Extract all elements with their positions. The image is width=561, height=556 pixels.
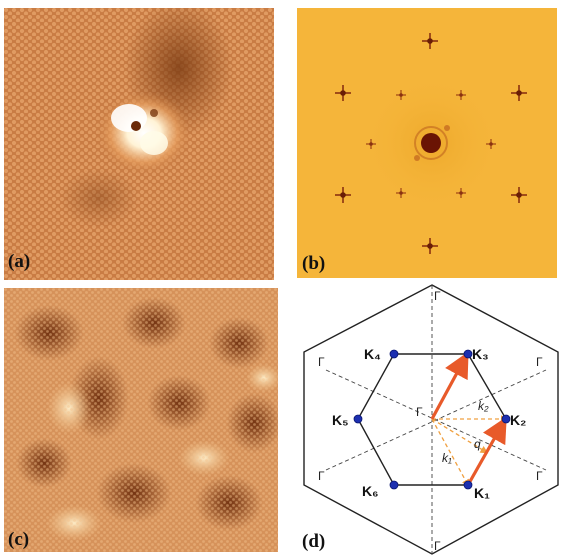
arrow-gamma-k3	[430, 351, 469, 420]
panel-b-label: (b)	[302, 253, 326, 274]
panel-d-label: (d)	[302, 531, 326, 552]
label-gamma-upper-right: Γ	[536, 355, 543, 369]
panel-c-stm-topograph	[4, 288, 278, 552]
panel-b-fourier-transform	[297, 8, 557, 278]
dashed-vectors	[431, 415, 509, 488]
label-k2: k₂	[478, 399, 489, 413]
panel-b-image	[297, 8, 557, 278]
label-gamma-bottom: Γ	[434, 539, 441, 553]
label-K1: K₁	[474, 485, 490, 501]
label-K2: K₂	[510, 412, 526, 428]
label-gamma-lower-left: Γ	[318, 469, 325, 483]
corner-dots	[353, 349, 511, 490]
arrow-k1-k2	[466, 416, 507, 486]
panel-c-label: (c)	[8, 529, 30, 550]
label-gamma-lower-right: Γ	[536, 469, 543, 483]
label-q: q	[474, 437, 481, 451]
panel-a-label: (a)	[8, 251, 31, 272]
label-K3: K₃	[472, 346, 489, 362]
label-gamma-center: Γ	[416, 405, 423, 419]
panel-a-image	[4, 8, 274, 280]
label-K6: K₆	[362, 483, 378, 499]
panel-d-brillouin-zone-diagram: K₄ K₃ K₂ K₁ K₆ K₅ Γ Γ Γ Γ Γ Γ Γ k₂ q k₁	[296, 280, 561, 556]
label-k1: k₁	[442, 451, 452, 465]
label-gamma-top: Γ	[434, 289, 441, 303]
label-gamma-upper-left: Γ	[318, 355, 325, 369]
panel-d-diagram: K₄ K₃ K₂ K₁ K₆ K₅ Γ Γ Γ Γ Γ Γ Γ k₂ q k₁	[303, 284, 559, 555]
panel-a-stm-topograph	[4, 8, 274, 280]
panel-c-image	[4, 288, 278, 552]
label-K5: K₅	[332, 412, 349, 428]
label-K4: K₄	[364, 346, 381, 362]
